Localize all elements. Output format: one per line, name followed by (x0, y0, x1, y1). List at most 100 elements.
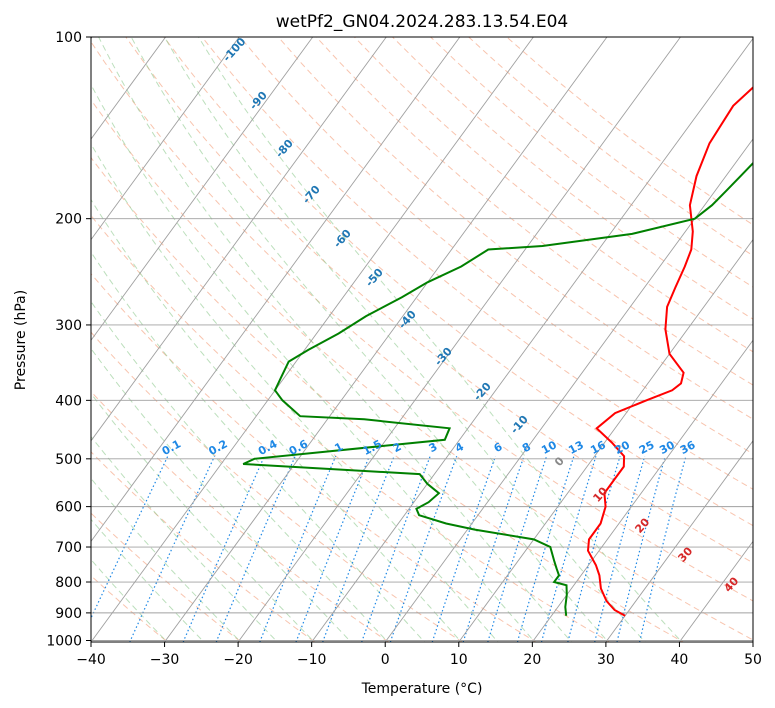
isotherm-line (163, 37, 608, 642)
moist-adiabat-line (91, 347, 352, 642)
dry-adiabat-line (91, 451, 316, 642)
adiabat-label: -20 (471, 380, 494, 404)
x-tick-label: −10 (297, 652, 327, 668)
mixing-ratio-line (215, 455, 296, 642)
moist-adiabat-line (164, 37, 646, 642)
mixing-ratio-label: 25 (637, 438, 657, 457)
dry-adiabat-line (315, 37, 753, 386)
x-tick-label: 50 (744, 652, 762, 668)
adiabat-label: 20 (632, 515, 652, 535)
dry-adiabat-line (91, 156, 685, 642)
y-tick-label: 900 (55, 606, 82, 622)
adiabat-label: -10 (508, 413, 531, 437)
dry-adiabat-line (125, 37, 753, 564)
mixing-ratio-line (360, 455, 431, 642)
mixing-ratio-line (259, 455, 337, 642)
chart-title: wetPf2_GN04.2024.283.13.54.E04 (276, 12, 568, 32)
y-axis-label: Pressure (hPa) (13, 290, 29, 390)
isotherm-line (605, 440, 753, 642)
y-tick-label: 700 (55, 540, 82, 556)
y-tick-label: 1000 (46, 634, 82, 650)
mixing-ratio-line (516, 456, 575, 642)
isotherm-line (91, 37, 240, 241)
isotherm-line (531, 339, 753, 642)
isotherm-line (91, 37, 314, 341)
adiabat-label: 40 (721, 574, 741, 594)
dry-adiabat-line (354, 37, 753, 353)
dewpoint-profile-line (242, 161, 753, 616)
y-tick-label: 400 (55, 393, 82, 409)
mixing-ratio-line (567, 456, 621, 642)
x-tick-label: 0 (381, 652, 390, 668)
adiabat-label: -80 (273, 137, 296, 161)
dry-adiabat-line (91, 272, 537, 642)
dry-adiabat-line (91, 98, 753, 641)
moist-adiabat-line (98, 37, 573, 642)
mixing-ratio-line (616, 456, 666, 642)
dry-adiabat-line (239, 37, 753, 455)
mixing-ratio-label: 0.4 (256, 437, 280, 458)
x-tick-label: 20 (523, 652, 541, 668)
temperature-profile-line (586, 86, 753, 617)
mixing-ratio-line (129, 455, 216, 642)
adiabat-label: -50 (363, 266, 386, 290)
mixing-ratio-line (431, 455, 497, 642)
x-tick-label: 40 (671, 652, 689, 668)
moist-adiabat-line (91, 198, 462, 642)
adiabat-label: 0 (552, 454, 567, 469)
isotherm-line (91, 37, 534, 642)
x-tick-label: 10 (450, 652, 468, 668)
isotherm-line (678, 540, 753, 642)
profile-lines (242, 86, 753, 617)
mixing-ratio-label: 0.6 (287, 437, 311, 458)
adiabat-label: -60 (331, 227, 354, 251)
dry-adiabat-line (91, 214, 611, 642)
x-tick-label: −20 (223, 652, 253, 668)
isotherm-line (91, 37, 461, 543)
moist-adiabat-line (91, 477, 242, 642)
moist-adiabat-line (91, 83, 536, 642)
mixing-ratio-label: 4 (453, 440, 466, 455)
isobar-lines (91, 37, 753, 641)
y-tick-label: 300 (55, 318, 82, 334)
dry-adiabat-line (392, 37, 753, 320)
adiabat-label: -70 (300, 183, 323, 207)
moist-adiabat-line (91, 518, 205, 642)
mixing-ratio-label: 20 (612, 438, 632, 457)
isotherm-line (458, 238, 753, 642)
x-axis-label: Temperature (°C) (361, 681, 483, 697)
mixing-ratio-label: 1.5 (361, 437, 384, 458)
y-tick-label: 600 (55, 500, 82, 516)
mixing-ratio-line (540, 456, 597, 642)
adiabat-label: -90 (247, 89, 270, 113)
mixing-ratio-label: 36 (678, 438, 698, 457)
adiabat-label: -40 (396, 308, 419, 332)
moist-adiabat-line (91, 392, 315, 642)
moist-adiabat-line (91, 143, 499, 642)
moist-adiabat-line (91, 251, 426, 642)
dry-adiabat-line (277, 37, 753, 420)
isotherm-line (91, 37, 387, 442)
mixing-ratio-line (295, 455, 370, 642)
mixing-ratio-label: 0.2 (206, 437, 229, 458)
y-tick-label: 800 (55, 575, 82, 591)
moist-adiabat-line (91, 300, 389, 642)
mixing-ratio-line (91, 455, 169, 620)
mixing-ratio-label: 10 (539, 438, 559, 457)
y-axis: 100 200 300 400 500 600 700 800 900 1000 (46, 30, 91, 650)
x-tick-label: −40 (76, 652, 106, 668)
mixing-ratio-line (389, 455, 458, 642)
plot-frame (90, 36, 754, 643)
mixing-ratio-label: 16 (588, 438, 608, 457)
adiabat-label: -30 (432, 345, 455, 369)
mixing-ratio-line (462, 456, 525, 642)
mixing-ratio-line (638, 456, 687, 642)
line-labels: 0.1 0.2 0.4 0.6 1 1.5 2 3 4 6 8 10 13 16 20 25 30 36-100-… (160, 35, 742, 595)
mixing-ratio-line (594, 456, 646, 642)
mixing-ratio-label: 6 (492, 440, 505, 455)
y-tick-label: 100 (55, 30, 82, 46)
mixing-ratio-label: 1 (332, 440, 345, 455)
x-tick-label: 30 (597, 652, 615, 668)
